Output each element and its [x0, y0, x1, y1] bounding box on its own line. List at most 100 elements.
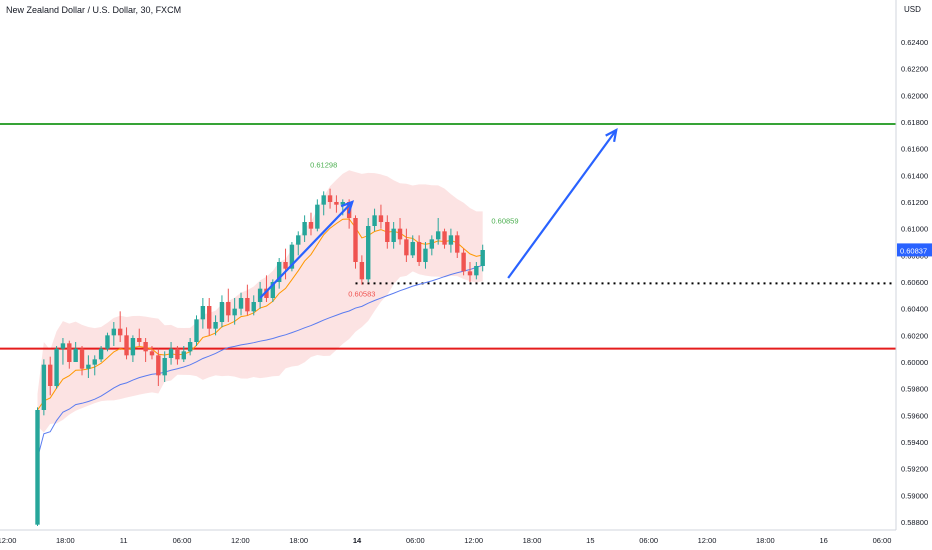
current-price-bg [897, 243, 932, 257]
x-tick-label: 14 [353, 536, 362, 545]
y-tick-label: 0.60600 [901, 278, 928, 287]
x-tick-label: 06:00 [873, 536, 892, 545]
candle-body [385, 222, 390, 242]
candle-body [137, 338, 142, 342]
price-annotations: 0.61298 0.60583 0.60859 [310, 160, 518, 298]
candle-body [213, 322, 218, 329]
sma-slow-line [37, 264, 483, 459]
y-tick-label: 0.62000 [901, 91, 928, 100]
candle-body [340, 202, 345, 205]
impulse-arrow-shaft [259, 201, 354, 299]
candle-body [86, 364, 91, 369]
candle-body [73, 348, 78, 362]
candle-body [353, 218, 358, 262]
candle-body [207, 306, 212, 329]
x-tick-label: 18:00 [56, 536, 75, 545]
chart-title: New Zealand Dollar / U.S. Dollar, 30, FX… [6, 5, 182, 15]
candle-body [156, 355, 161, 376]
x-tick-label: 16 [819, 536, 827, 545]
high-price-label: 0.61298 [310, 160, 337, 169]
y-tick-label: 0.58800 [901, 518, 928, 527]
candle-body [41, 364, 47, 410]
candle-body [143, 342, 148, 352]
candle-body [467, 271, 473, 276]
x-tick-label: 15 [586, 536, 594, 545]
candle-body [334, 202, 339, 205]
candle-body [149, 351, 155, 356]
candle-body [455, 235, 460, 253]
candle-body [391, 228, 396, 242]
recent-high-label: 0.60859 [491, 216, 518, 225]
candle-body [397, 228, 403, 240]
candle-body [232, 308, 237, 316]
candle-body [435, 231, 441, 240]
candle-body [321, 195, 326, 205]
projection-arrow[interactable] [507, 127, 618, 279]
candle-body [35, 410, 40, 525]
x-tick-label: 06:00 [173, 536, 192, 545]
candle-body [105, 335, 110, 349]
x-tick-label: 06:00 [639, 536, 658, 545]
current-price-tag: 0.60837 [897, 243, 932, 257]
candle-body [117, 328, 123, 336]
candle-body [238, 298, 244, 309]
y-tick-label: 0.59800 [901, 385, 928, 394]
candle-body [181, 351, 186, 360]
candle-body [175, 348, 180, 360]
candle-body [302, 222, 307, 236]
y-tick-label: 0.62400 [901, 38, 928, 47]
candle-body [48, 364, 53, 386]
y-tick-label: 0.60200 [901, 331, 928, 340]
candlesticks [35, 188, 485, 526]
candle-body [219, 302, 225, 322]
candle-body [410, 242, 415, 256]
current-price-text: 0.60837 [900, 246, 927, 255]
candle-body [366, 226, 371, 280]
candle-body [296, 235, 301, 245]
candle-body [200, 306, 206, 320]
y-tick-label: 0.59600 [901, 411, 928, 420]
y-tick-label: 0.61200 [901, 198, 928, 207]
candle-body [327, 195, 333, 202]
candle-body [283, 262, 288, 269]
candle-body [429, 239, 435, 249]
x-tick-label: 12:00 [698, 536, 717, 545]
candle-body [92, 359, 97, 365]
candle-body [168, 348, 174, 358]
candle-body [251, 302, 256, 312]
candle-body [257, 288, 263, 302]
candle-body [226, 302, 231, 316]
candle-body [480, 250, 485, 266]
candle-body [315, 204, 320, 229]
candle-body [98, 348, 104, 360]
y-tick-label: 0.62200 [901, 65, 928, 74]
impulse-arrow[interactable] [259, 200, 355, 299]
candle-body [245, 298, 250, 312]
x-tick-label: 18:00 [523, 536, 542, 545]
y-tick-label: 0.60400 [901, 305, 928, 314]
y-tick-label: 0.59200 [901, 465, 928, 474]
candle-body [194, 319, 199, 342]
y-tick-label: 0.61000 [901, 225, 928, 234]
projection-arrow-head [605, 127, 618, 143]
candle-body [404, 239, 409, 256]
x-tick-label: 06:00 [406, 536, 425, 545]
candle-body [162, 358, 167, 376]
candle-body [289, 244, 295, 269]
candle-body [54, 348, 59, 386]
candle-body [442, 231, 447, 245]
candle-body [276, 262, 282, 282]
y-tick-label: 0.60000 [901, 358, 928, 367]
candle-body [461, 252, 466, 272]
candle-body [264, 288, 269, 298]
y-tick-label: 0.59000 [901, 491, 928, 500]
y-tick-label: 0.59400 [901, 438, 928, 447]
trend-arrows[interactable] [259, 127, 618, 299]
low-price-label: 0.60583 [348, 290, 375, 299]
x-tick-label: 11 [120, 536, 128, 545]
x-tick-label: 12:00 [464, 536, 483, 545]
candle-body [372, 215, 377, 226]
candle-body [67, 343, 72, 362]
